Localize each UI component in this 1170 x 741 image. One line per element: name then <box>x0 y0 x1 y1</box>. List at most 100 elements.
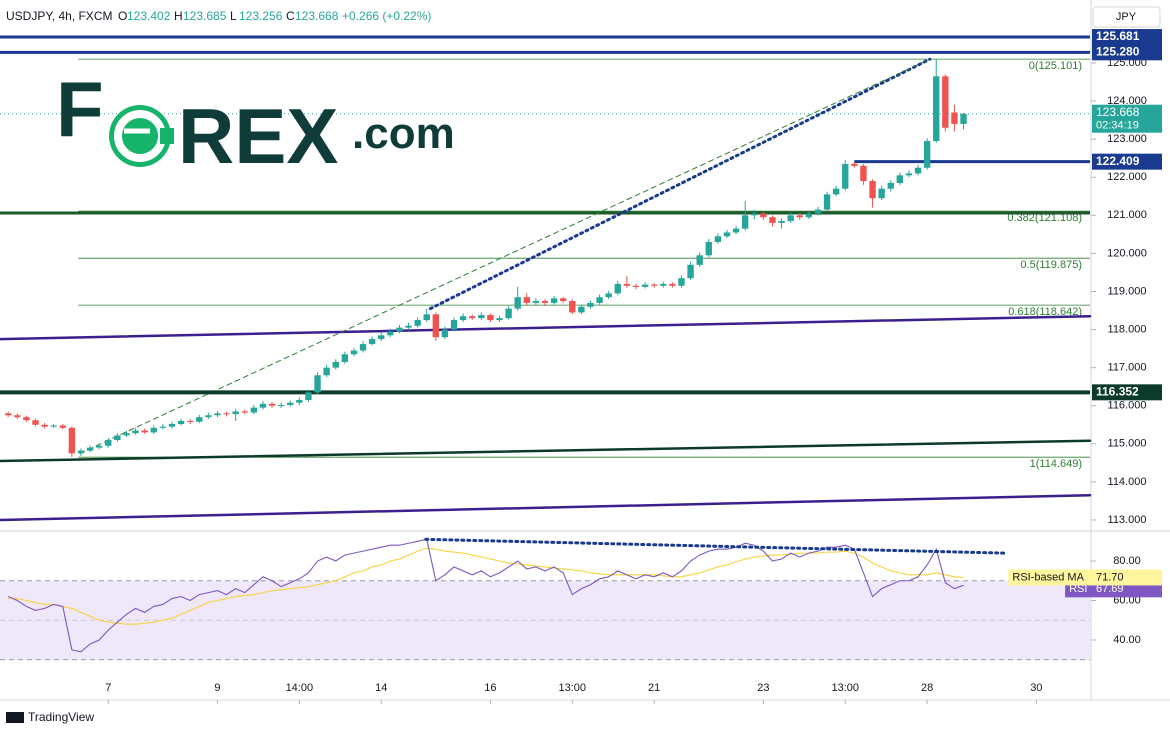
candle-body <box>869 181 876 199</box>
logo-rex: REX <box>178 92 338 180</box>
y-tick-label: 113.000 <box>1108 514 1147 526</box>
x-tick-label: 13:00 <box>559 682 587 694</box>
candle-body <box>578 306 585 313</box>
candle-body <box>823 194 831 210</box>
ohlc-value: 123.402 <box>127 9 171 23</box>
ohlc-key: O <box>118 9 127 23</box>
trend-line <box>0 314 1092 341</box>
candle-body <box>196 417 203 422</box>
y-tick-label: 80.00 <box>1113 555 1141 567</box>
x-tick-label: 21 <box>648 682 660 694</box>
candle-body <box>368 339 376 345</box>
indicator-name-box <box>1008 569 1092 586</box>
candle-body <box>860 165 867 182</box>
x-tick-label: 14 <box>375 682 387 694</box>
y-tick-label: 118.000 <box>1108 323 1147 335</box>
candle-body <box>387 331 394 336</box>
candle-body <box>68 427 76 454</box>
symbol: USDJPY, 4h, FXCM <box>6 9 112 23</box>
candle-body <box>732 228 740 233</box>
overlay: USDJPY, 4h, FXCM O 123.402 H 123.685 L 123.25… <box>0 6 1161 724</box>
trend-line <box>79 58 931 454</box>
candle-body <box>723 232 731 237</box>
candle-body <box>933 76 940 142</box>
fib-label: 0.5(119.875) <box>1020 259 1082 271</box>
candle-body <box>150 427 157 433</box>
candle-body <box>796 215 803 218</box>
header: USDJPY, 4h, FXCM O 123.402 H 123.685 L 123.25… <box>0 6 455 28</box>
indicator-name: RSI <box>1069 583 1087 595</box>
candle-body <box>414 320 421 326</box>
logo-com: .com <box>352 109 455 158</box>
ohlc-key: H <box>174 9 183 23</box>
candle-body <box>296 400 303 403</box>
candle-body <box>832 188 840 195</box>
candle-body <box>432 314 440 338</box>
trend-line <box>0 493 1092 522</box>
x-tick-label: 7 <box>105 682 111 694</box>
x-tick-label: 14:00 <box>286 682 314 694</box>
y-tick-label: 120.000 <box>1107 247 1147 259</box>
fib-label: 0.618(118.642) <box>1008 306 1082 318</box>
candle-body <box>141 430 148 433</box>
candle-body <box>32 420 39 425</box>
change: +0.266 (+0.22%) <box>342 9 431 23</box>
y-tick-label: 40.00 <box>1113 634 1141 646</box>
candle-body <box>569 301 576 313</box>
candle-body <box>741 215 749 229</box>
candle-body <box>960 113 967 124</box>
candle-body <box>350 350 358 355</box>
y-tick-label: 119.000 <box>1108 285 1147 297</box>
y-tick-label: 122.000 <box>1107 171 1147 183</box>
x-tick-label: 23 <box>757 682 769 694</box>
candle-body <box>641 284 649 287</box>
indicator-value: 67.69 <box>1096 583 1124 595</box>
x-tick-label: 30 <box>1030 682 1042 694</box>
candle-body <box>778 221 785 223</box>
candle-body <box>714 236 722 242</box>
ohlc-value: 123.668 <box>295 9 339 23</box>
candle-body <box>86 447 94 451</box>
candle-body <box>905 173 913 176</box>
candle-body <box>614 283 621 294</box>
footer: TradingView <box>28 710 94 724</box>
candle-body <box>114 435 121 441</box>
candle-body <box>95 445 103 448</box>
candle-body <box>923 141 931 168</box>
candle-body <box>332 361 339 368</box>
x-tick-label: 28 <box>921 682 933 694</box>
y-tick-label: 60.00 <box>1113 594 1141 606</box>
candle-body <box>523 297 530 303</box>
ohlc-key: L <box>230 9 237 23</box>
last-price-label: 123.668 <box>1096 105 1140 119</box>
countdown: 02:34:19 <box>1096 120 1139 132</box>
candle-body <box>59 425 66 428</box>
candle-body <box>814 209 822 214</box>
candle-body <box>914 167 922 174</box>
candle-body <box>405 325 412 328</box>
currency-box[interactable] <box>1092 6 1161 28</box>
candle-body <box>942 76 949 128</box>
candle-body <box>487 315 494 321</box>
candle-body <box>159 426 167 428</box>
indicator-name: RSI-based MA <box>1012 571 1084 583</box>
candle-body <box>41 424 48 427</box>
candle-body <box>951 112 958 124</box>
candle-body <box>423 314 430 321</box>
candle-body <box>887 182 894 189</box>
level-price-box <box>1092 29 1162 46</box>
candle-body <box>650 284 658 286</box>
price-pane: 113.000 114.000 115.000 116.000 117.000 118.0… <box>0 29 1162 526</box>
y-tick-label: 121.000 <box>1107 209 1147 221</box>
candle-body <box>259 403 267 408</box>
candle-body <box>123 433 130 436</box>
candle-body <box>323 367 330 376</box>
logo-coin-gap <box>160 128 174 144</box>
candle-body <box>105 440 112 446</box>
candle-body <box>186 420 194 422</box>
fib-label: 1(114.649) <box>1030 458 1082 470</box>
candle-body <box>268 403 276 406</box>
candle-body <box>359 344 367 351</box>
candle-body <box>459 316 467 321</box>
